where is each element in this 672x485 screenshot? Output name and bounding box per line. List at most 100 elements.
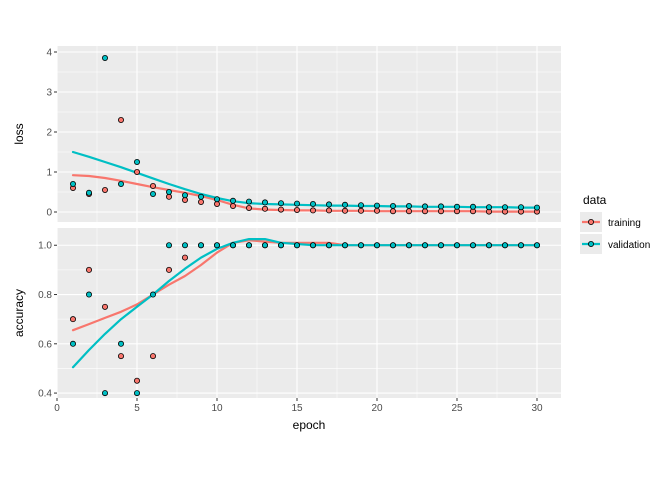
- data-point-validation: [341, 242, 348, 249]
- data-point-training: [293, 206, 300, 213]
- data-point-validation: [261, 199, 268, 206]
- data-point-validation: [293, 242, 300, 249]
- data-point-validation: [437, 242, 444, 249]
- y-tick-label: 3: [46, 88, 52, 99]
- data-point-validation: [309, 200, 316, 207]
- data-point-training: [405, 208, 412, 215]
- legend-key-point-training: [588, 218, 595, 225]
- y-axis-title-accuracy: accuracy: [12, 289, 26, 337]
- data-point-training: [118, 117, 125, 124]
- data-point-training: [341, 207, 348, 214]
- data-point-validation: [118, 180, 125, 187]
- data-point-training: [133, 168, 140, 175]
- data-point-validation: [277, 200, 284, 207]
- data-point-validation: [102, 390, 109, 397]
- data-point-validation: [118, 340, 125, 347]
- data-point-validation: [70, 340, 77, 347]
- data-point-validation: [453, 203, 460, 210]
- data-point-training: [229, 202, 236, 209]
- legend-label-training: training: [608, 218, 641, 229]
- data-point-validation: [373, 202, 380, 209]
- data-point-validation: [165, 188, 172, 195]
- data-point-training: [149, 353, 156, 360]
- data-point-training: [133, 377, 140, 384]
- data-point-validation: [518, 242, 525, 249]
- data-point-validation: [534, 204, 541, 211]
- data-point-training: [277, 206, 284, 213]
- data-point-validation: [70, 180, 77, 187]
- data-point-validation: [149, 190, 156, 197]
- data-point-training: [197, 198, 204, 205]
- data-point-validation: [213, 196, 220, 203]
- data-point-validation: [534, 242, 541, 249]
- data-point-validation: [453, 242, 460, 249]
- x-tick-label: 25: [451, 403, 463, 414]
- data-point-validation: [357, 202, 364, 209]
- data-point-validation: [261, 242, 268, 249]
- data-point-validation: [229, 242, 236, 249]
- data-point-validation: [389, 242, 396, 249]
- data-point-validation: [341, 201, 348, 208]
- data-point-validation: [469, 203, 476, 210]
- data-point-validation: [421, 242, 428, 249]
- data-point-validation: [181, 192, 188, 199]
- data-point-training: [309, 207, 316, 214]
- data-point-training: [261, 205, 268, 212]
- y-tick-label: 0.6: [38, 339, 52, 350]
- data-point-validation: [405, 202, 412, 209]
- x-tick-label: 20: [371, 403, 383, 414]
- data-point-validation: [181, 242, 188, 249]
- data-point-training: [373, 207, 380, 214]
- data-point-validation: [86, 189, 93, 196]
- data-point-validation: [197, 242, 204, 249]
- x-tick-label: 10: [211, 403, 223, 414]
- data-point-training: [149, 182, 156, 189]
- data-point-validation: [213, 242, 220, 249]
- y-tick-label: 0.8: [38, 290, 52, 301]
- data-point-training: [102, 303, 109, 310]
- data-point-validation: [133, 390, 140, 397]
- data-point-validation: [357, 242, 364, 249]
- data-point-validation: [229, 197, 236, 204]
- legend-key-point-validation: [588, 240, 595, 247]
- y-tick-label: 2: [46, 128, 52, 139]
- data-point-validation: [501, 204, 508, 211]
- data-point-training: [86, 266, 93, 273]
- data-point-validation: [309, 242, 316, 249]
- data-point-training: [389, 208, 396, 215]
- data-point-validation: [245, 198, 252, 205]
- data-point-validation: [133, 158, 140, 165]
- data-point-validation: [165, 242, 172, 249]
- data-point-validation: [485, 204, 492, 211]
- data-point-validation: [405, 242, 412, 249]
- data-point-validation: [197, 193, 204, 200]
- data-point-training: [357, 207, 364, 214]
- data-point-training: [102, 186, 109, 193]
- x-axis-title: epoch: [293, 418, 326, 432]
- x-tick-label: 5: [134, 403, 140, 414]
- y-tick-label: 0: [46, 208, 52, 219]
- data-point-validation: [485, 242, 492, 249]
- y-tick-label: 1: [46, 168, 52, 179]
- x-tick-label: 0: [54, 403, 60, 414]
- legend-title: data: [583, 193, 607, 207]
- data-point-validation: [373, 242, 380, 249]
- y-axis-title-loss: loss: [12, 123, 26, 144]
- data-point-validation: [277, 242, 284, 249]
- data-point-validation: [469, 242, 476, 249]
- data-point-validation: [149, 291, 156, 298]
- data-point-training: [165, 266, 172, 273]
- data-point-validation: [86, 291, 93, 298]
- data-point-validation: [325, 201, 332, 208]
- data-point-training: [70, 316, 77, 323]
- y-tick-label: 4: [46, 48, 52, 59]
- data-point-training: [245, 204, 252, 211]
- data-point-validation: [421, 203, 428, 210]
- data-point-training: [181, 254, 188, 261]
- data-point-validation: [501, 242, 508, 249]
- x-tick-label: 15: [291, 403, 303, 414]
- data-point-validation: [518, 204, 525, 211]
- data-point-training: [325, 207, 332, 214]
